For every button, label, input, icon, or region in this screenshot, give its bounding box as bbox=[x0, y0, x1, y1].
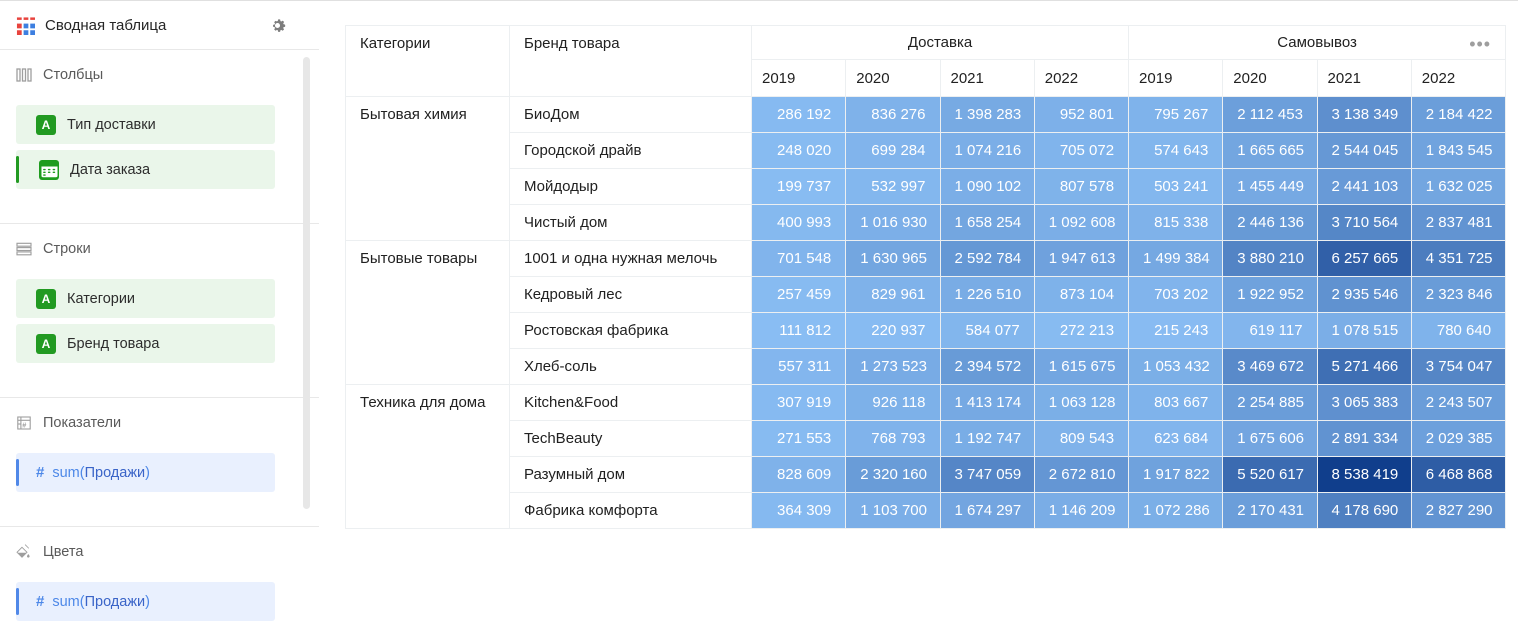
svg-text:#: # bbox=[22, 420, 26, 429]
